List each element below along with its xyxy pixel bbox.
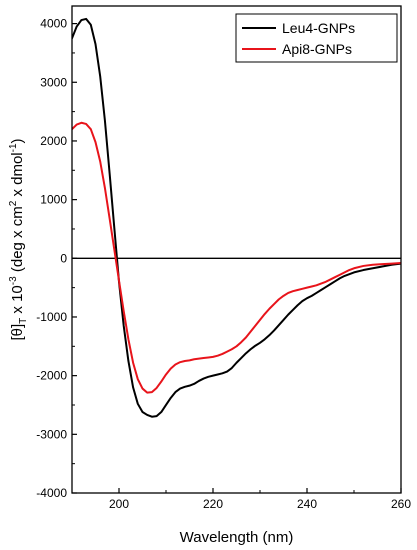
y-tick-label: -2000 xyxy=(36,369,67,383)
x-axis-title: Wavelength (nm) xyxy=(180,529,294,546)
x-tick-label: 200 xyxy=(109,497,129,511)
y-axis-title: [θ]T x 10-3 (deg x cm2 x dmol-1) xyxy=(8,138,29,340)
legend-label: Leu4-GNPs xyxy=(282,20,355,36)
plot-frame xyxy=(71,5,402,494)
series-group xyxy=(72,17,401,418)
legend-label: Api8-GNPs xyxy=(282,41,352,57)
x-tick-label: 220 xyxy=(203,497,223,511)
x-tick-label: 260 xyxy=(391,497,411,511)
y-tick-label: 3000 xyxy=(40,75,67,89)
y-tick-label: -1000 xyxy=(36,310,67,324)
y-tick-label: 2000 xyxy=(40,134,67,148)
y-tick-label: 4000 xyxy=(40,17,67,31)
y-tick-label: 0 xyxy=(60,251,67,265)
x-tick-label: 240 xyxy=(297,497,317,511)
series-line-api8-gnps xyxy=(72,121,401,394)
series-line-leu4-gnps xyxy=(72,17,401,418)
y-tick-label: -3000 xyxy=(36,427,67,441)
legend-box xyxy=(235,13,398,63)
y-tick-label: -4000 xyxy=(36,486,67,500)
y-tick-label: 1000 xyxy=(40,193,67,207)
